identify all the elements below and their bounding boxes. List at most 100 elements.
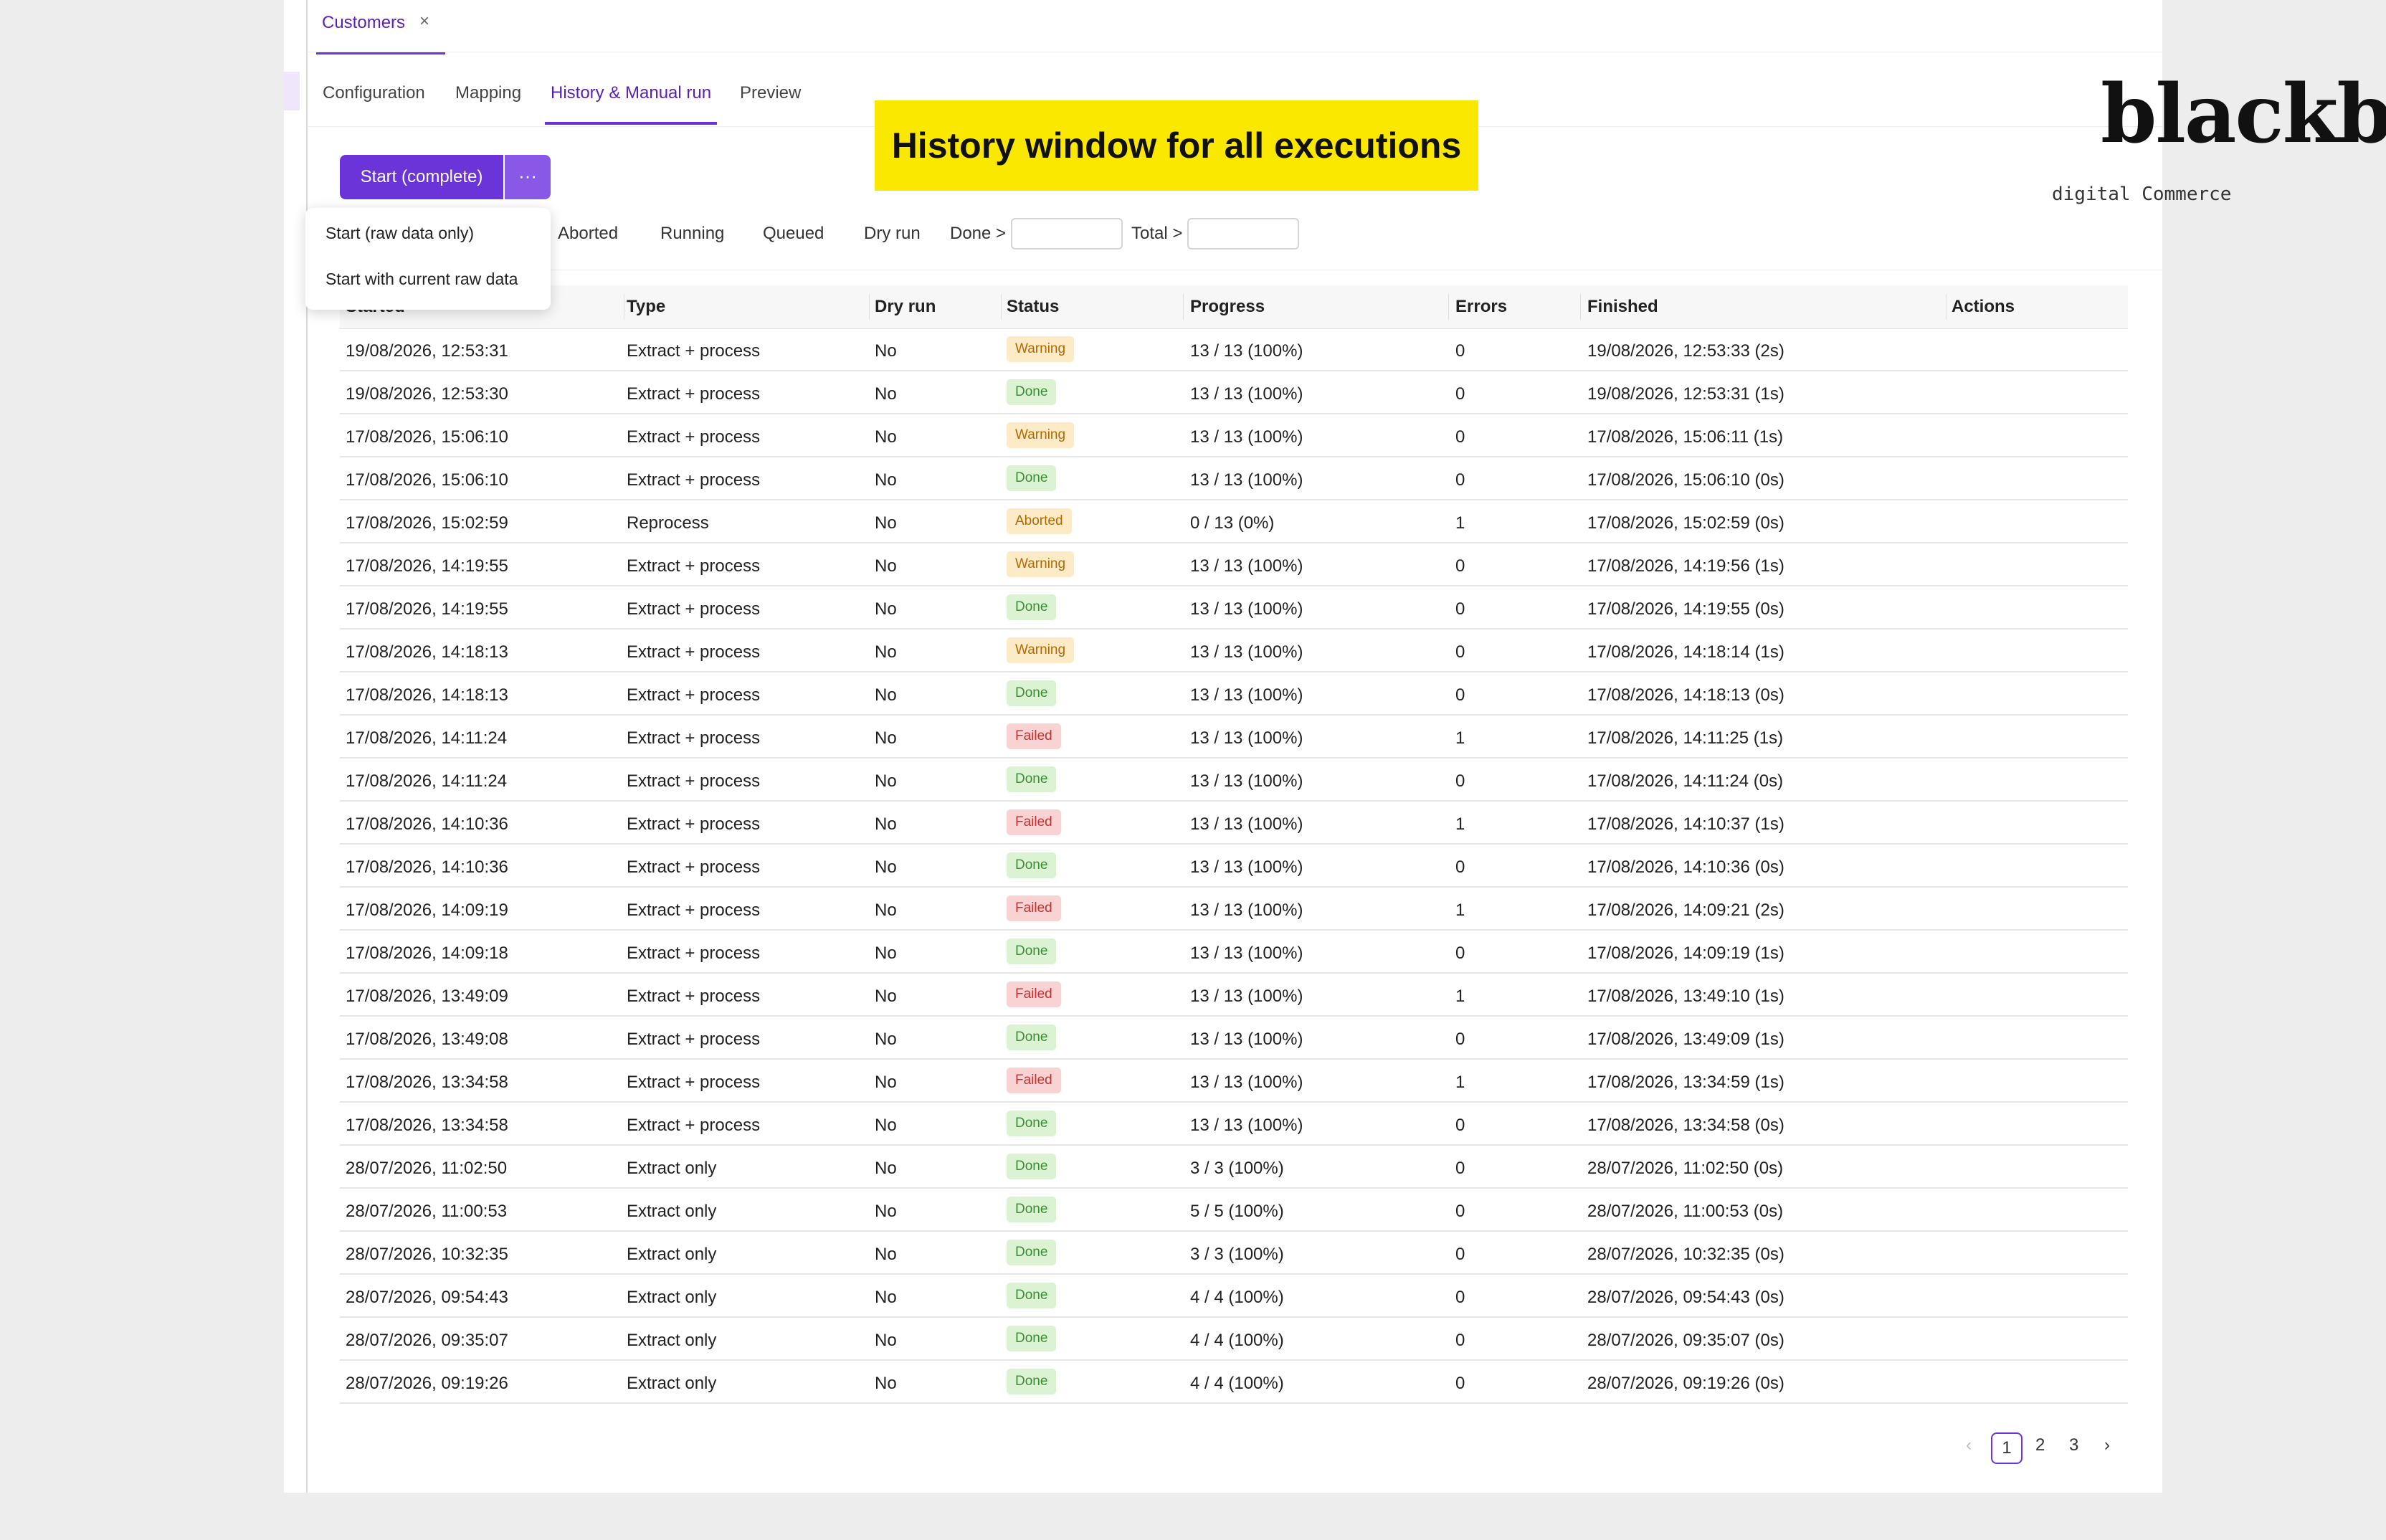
cell-type: Extract + process <box>627 642 761 662</box>
total-filter-input[interactable] <box>1187 218 1299 249</box>
cell-dry-run: No <box>875 470 897 490</box>
cell-errors: 0 <box>1455 944 1465 963</box>
cell-type: Reprocess <box>627 513 709 533</box>
cell-errors: 0 <box>1455 1116 1465 1135</box>
cell-errors: 0 <box>1455 1245 1465 1264</box>
cell-finished: 28/07/2026, 09:19:26 (0s) <box>1587 1374 1784 1393</box>
column-header-errors[interactable]: Errors <box>1455 297 1508 316</box>
cell-dry-run: No <box>875 771 897 791</box>
cell-errors: 0 <box>1455 685 1465 705</box>
column-header-progress[interactable]: Progress <box>1190 297 1265 316</box>
cell-progress: 4 / 4 (100%) <box>1190 1331 1284 1350</box>
more-options-button[interactable]: ··· <box>505 155 551 199</box>
table-row[interactable]: 17/08/2026, 13:34:58 Extract + process No F… <box>340 1060 2128 1103</box>
table-row[interactable]: 17/08/2026, 13:34:58 Extract + process No D… <box>340 1103 2128 1146</box>
page-1-button[interactable]: 1 <box>1991 1432 2023 1464</box>
filter-aborted[interactable]: Aborted <box>558 224 619 243</box>
filter-running[interactable]: Running <box>660 224 725 243</box>
filter-dry-run[interactable]: Dry run <box>864 224 921 243</box>
cell-type: Extract + process <box>627 728 761 748</box>
cell-started: 17/08/2026, 15:06:10 <box>346 470 508 490</box>
sub-tabs: Configuration Mapping History & Manual r… <box>308 77 2162 127</box>
cell-finished: 17/08/2026, 14:11:25 (1s) <box>1587 728 1784 748</box>
table-row[interactable]: 17/08/2026, 14:11:24 Extract + process No F… <box>340 716 2128 759</box>
cell-started: 17/08/2026, 14:09:19 <box>346 900 508 920</box>
close-icon[interactable]: × <box>419 11 430 31</box>
active-tab-indicator <box>545 122 717 125</box>
banner-text: History window for all executions <box>891 125 1462 166</box>
table-row[interactable]: 17/08/2026, 14:18:13 Extract + process No D… <box>340 672 2128 716</box>
table-row[interactable]: 17/08/2026, 15:06:10 Extract + process No W… <box>340 414 2128 457</box>
table-row[interactable]: 17/08/2026, 14:19:55 Extract + process No W… <box>340 543 2128 586</box>
menu-item-start-raw-data-only[interactable]: Start (raw data only) <box>325 224 475 242</box>
tab-mapping[interactable]: Mapping <box>455 83 522 103</box>
cell-type: Extract + process <box>627 944 761 963</box>
table-row[interactable]: 17/08/2026, 13:49:09 Extract + process No F… <box>340 974 2128 1017</box>
column-header-type[interactable]: Type <box>627 297 666 316</box>
cell-type: Extract + process <box>627 900 761 920</box>
status-badge: Done <box>1007 1025 1057 1050</box>
table-row[interactable]: 17/08/2026, 14:18:13 Extract + process No W… <box>340 629 2128 672</box>
table-row[interactable]: 17/08/2026, 14:11:24 Extract + process No D… <box>340 759 2128 802</box>
prev-page-button[interactable]: ‹ <box>1966 1435 1972 1455</box>
table-row[interactable]: 19/08/2026, 12:53:30 Extract + process No D… <box>340 371 2128 414</box>
cell-finished: 17/08/2026, 14:10:37 (1s) <box>1587 814 1784 834</box>
start-complete-button[interactable]: Start (complete) <box>340 155 503 199</box>
cell-started: 19/08/2026, 12:53:30 <box>346 384 508 404</box>
table-row[interactable]: 17/08/2026, 13:49:08 Extract + process No D… <box>340 1017 2128 1060</box>
column-header-finished[interactable]: Finished <box>1587 297 1658 316</box>
cell-progress: 3 / 3 (100%) <box>1190 1159 1284 1178</box>
cell-progress: 4 / 4 (100%) <box>1190 1288 1284 1307</box>
blackbit-logo: blackbit <box>2101 67 2386 161</box>
table-row[interactable]: 28/07/2026, 11:00:53 Extract only No Done 5 … <box>340 1189 2128 1232</box>
table-row[interactable]: 28/07/2026, 09:19:26 Extract only No Done 4 … <box>340 1361 2128 1404</box>
cell-dry-run: No <box>875 1374 897 1393</box>
filter-queued[interactable]: Queued <box>763 224 824 243</box>
cell-errors: 0 <box>1455 599 1465 619</box>
table-row[interactable]: 28/07/2026, 09:54:43 Extract only No Done 4 … <box>340 1275 2128 1318</box>
table-row[interactable]: 17/08/2026, 14:19:55 Extract + process No D… <box>340 586 2128 629</box>
cell-errors: 0 <box>1455 771 1465 791</box>
next-page-button[interactable]: › <box>2104 1435 2110 1455</box>
tab-preview[interactable]: Preview <box>740 83 802 103</box>
page-3-button[interactable]: 3 <box>2069 1435 2079 1455</box>
table-row[interactable]: 28/07/2026, 09:35:07 Extract only No Done 4 … <box>340 1318 2128 1361</box>
table-row[interactable]: 17/08/2026, 14:10:36 Extract + process No F… <box>340 802 2128 845</box>
table-row[interactable]: 19/08/2026, 12:53:31 Extract + process No W… <box>340 328 2128 371</box>
cell-started: 19/08/2026, 12:53:31 <box>346 341 508 361</box>
table-header: Started Type Dry run Status Progress Err… <box>340 285 2128 329</box>
cell-finished: 17/08/2026, 15:06:10 (0s) <box>1587 470 1784 490</box>
tab-configuration[interactable]: Configuration <box>323 83 425 103</box>
cell-progress: 13 / 13 (100%) <box>1190 642 1303 662</box>
cell-dry-run: No <box>875 1202 897 1221</box>
status-badge: Done <box>1007 766 1057 792</box>
cell-started: 28/07/2026, 11:02:50 <box>346 1159 508 1178</box>
cell-type: Extract + process <box>627 857 761 877</box>
cell-errors: 0 <box>1455 470 1465 490</box>
cell-finished: 28/07/2026, 09:54:43 (0s) <box>1587 1288 1784 1307</box>
cell-progress: 13 / 13 (100%) <box>1190 427 1303 447</box>
table-row[interactable]: 17/08/2026, 15:02:59 Reprocess No Aborted 0 … <box>340 500 2128 543</box>
tab-history-manual-run[interactable]: History & Manual run <box>551 83 712 103</box>
cell-type: Extract + process <box>627 1030 761 1049</box>
done-filter-input[interactable] <box>1011 218 1123 249</box>
table-row[interactable]: 17/08/2026, 15:06:10 Extract + process No D… <box>340 457 2128 500</box>
cell-finished: 19/08/2026, 12:53:33 (2s) <box>1587 341 1784 361</box>
table-row[interactable]: 28/07/2026, 11:02:50 Extract only No Done 3 … <box>340 1146 2128 1189</box>
cell-progress: 13 / 13 (100%) <box>1190 1073 1303 1092</box>
column-header-status[interactable]: Status <box>1007 297 1060 316</box>
table-row[interactable]: 17/08/2026, 14:09:18 Extract + process No D… <box>340 931 2128 974</box>
menu-item-start-current-raw-data[interactable]: Start with current raw data <box>325 270 518 288</box>
status-badge: Done <box>1007 852 1057 878</box>
cell-progress: 13 / 13 (100%) <box>1190 728 1303 748</box>
cell-started: 17/08/2026, 14:18:13 <box>346 642 508 662</box>
table-row[interactable]: 17/08/2026, 14:10:36 Extract + process No D… <box>340 845 2128 888</box>
page-2-button[interactable]: 2 <box>2035 1435 2045 1455</box>
column-header-dry-run[interactable]: Dry run <box>875 297 936 316</box>
table-row[interactable]: 17/08/2026, 14:09:19 Extract + process No F… <box>340 888 2128 931</box>
table-row[interactable]: 28/07/2026, 10:32:35 Extract only No Done 3 … <box>340 1232 2128 1275</box>
cell-progress: 13 / 13 (100%) <box>1190 1116 1303 1135</box>
doc-tab-customers[interactable]: Customers × <box>316 0 445 54</box>
cell-started: 28/07/2026, 09:54:43 <box>346 1288 508 1307</box>
cell-progress: 13 / 13 (100%) <box>1190 771 1303 791</box>
